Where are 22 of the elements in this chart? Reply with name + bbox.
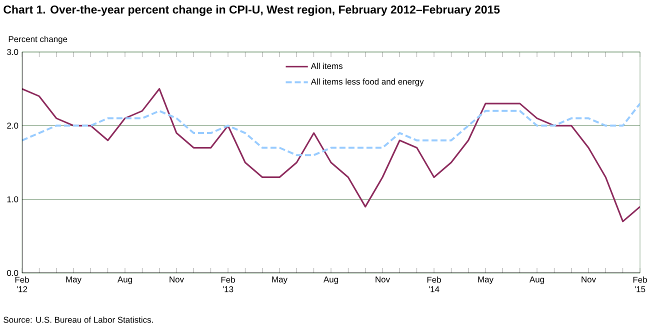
x-tick-label: May [272, 276, 288, 284]
x-tick-label: Aug [529, 276, 544, 284]
y-tick-label: 2.0 [7, 122, 18, 129]
legend-label: All items [310, 62, 343, 70]
y-tick-label: 0.0 [7, 270, 18, 276]
x-tick-label: May [66, 276, 82, 284]
x-tick-label: Feb '13 [221, 276, 235, 292]
x-tick-label: Aug [117, 276, 132, 284]
x-tick-label: Feb '12 [15, 276, 29, 292]
x-tick-label: Nov [170, 276, 184, 282]
chart-title: Chart 1. Over-the-year percent change in CPI-U, West region, February 2012–February 2015 [4, 5, 500, 16]
y-axis-title: Percent change [8, 36, 68, 44]
x-tick-label: Nov [582, 276, 596, 282]
y-tick-label: 1.0 [7, 196, 18, 202]
x-tick-label: Aug [323, 276, 338, 284]
legend-label: All items less food and energy [310, 78, 424, 86]
x-tick-label: Feb '14 [427, 276, 441, 292]
x-tick-label: Nov [376, 276, 390, 282]
x-tick-label: Feb '15 [633, 276, 647, 292]
source-note: Source: U.S. Bureau of Labor Statistics. [4, 316, 153, 323]
x-tick-label: May [478, 276, 494, 284]
y-tick-label: 3.0 [7, 49, 18, 55]
